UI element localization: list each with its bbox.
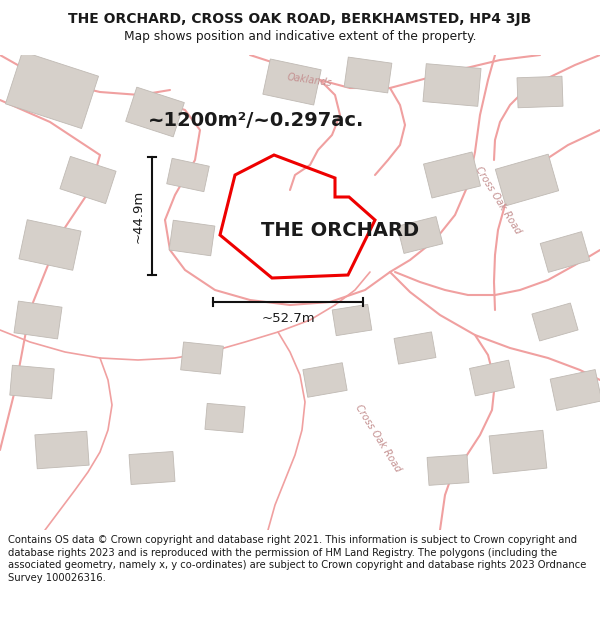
Text: Cross Oak Road: Cross Oak Road	[353, 402, 403, 474]
Polygon shape	[263, 59, 321, 105]
Polygon shape	[489, 430, 547, 474]
Polygon shape	[129, 451, 175, 484]
Polygon shape	[19, 220, 81, 270]
Polygon shape	[550, 369, 600, 411]
Polygon shape	[397, 217, 443, 253]
Text: ~52.7m: ~52.7m	[261, 311, 315, 324]
Polygon shape	[5, 51, 98, 129]
Polygon shape	[167, 158, 209, 192]
Text: ~1200m²/~0.297ac.: ~1200m²/~0.297ac.	[148, 111, 364, 129]
Text: ~44.9m: ~44.9m	[131, 189, 145, 242]
Polygon shape	[303, 362, 347, 398]
Polygon shape	[532, 303, 578, 341]
Polygon shape	[427, 454, 469, 486]
Text: Map shows position and indicative extent of the property.: Map shows position and indicative extent…	[124, 30, 476, 43]
Polygon shape	[394, 332, 436, 364]
Polygon shape	[332, 304, 372, 336]
Polygon shape	[517, 76, 563, 108]
Polygon shape	[205, 403, 245, 432]
Polygon shape	[344, 57, 392, 93]
Polygon shape	[169, 220, 215, 256]
Polygon shape	[424, 152, 481, 198]
Text: Oaklands: Oaklands	[287, 72, 333, 88]
Polygon shape	[470, 360, 514, 396]
Polygon shape	[35, 431, 89, 469]
Text: THE ORCHARD, CROSS OAK ROAD, BERKHAMSTED, HP4 3JB: THE ORCHARD, CROSS OAK ROAD, BERKHAMSTED…	[68, 12, 532, 26]
Polygon shape	[125, 87, 184, 137]
Text: Contains OS data © Crown copyright and database right 2021. This information is : Contains OS data © Crown copyright and d…	[8, 535, 586, 583]
Text: Cross Oak Road: Cross Oak Road	[473, 164, 523, 236]
Polygon shape	[181, 342, 223, 374]
Polygon shape	[540, 232, 590, 272]
Polygon shape	[496, 154, 559, 206]
Polygon shape	[14, 301, 62, 339]
Polygon shape	[10, 365, 54, 399]
Text: THE ORCHARD: THE ORCHARD	[261, 221, 419, 239]
Polygon shape	[60, 156, 116, 204]
Polygon shape	[423, 64, 481, 106]
